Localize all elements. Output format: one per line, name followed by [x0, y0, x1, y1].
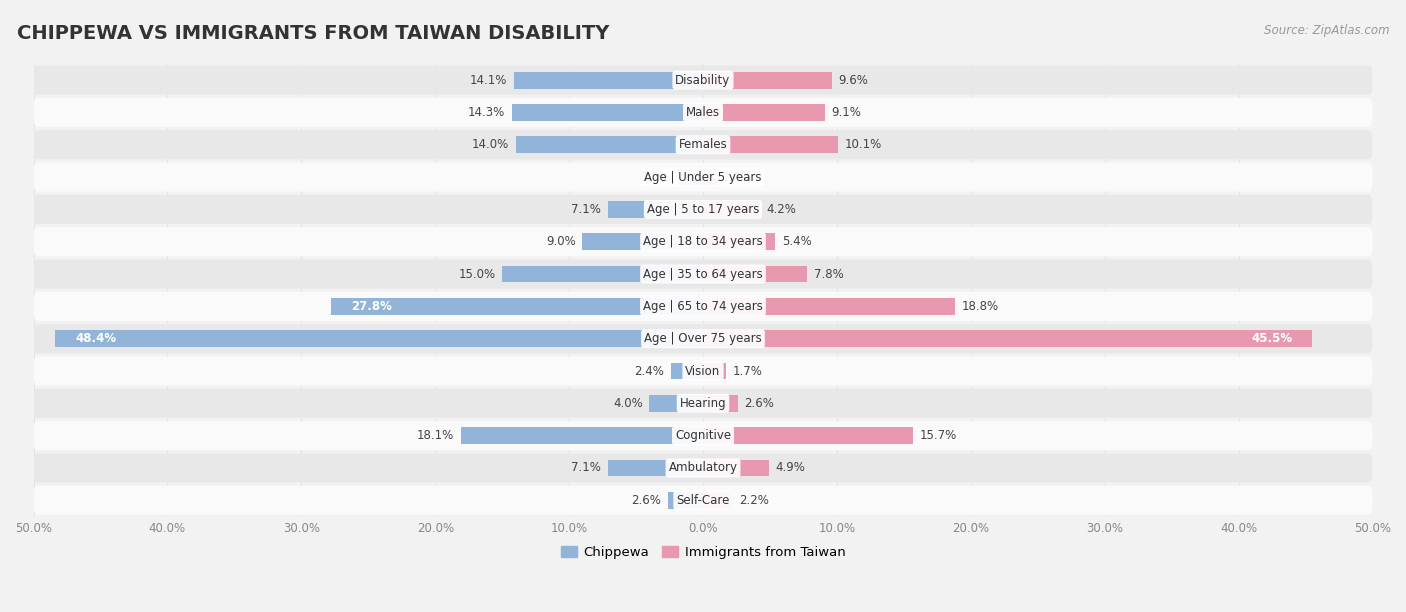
Text: 9.0%: 9.0%: [546, 235, 576, 248]
Text: 15.0%: 15.0%: [458, 267, 495, 280]
FancyBboxPatch shape: [34, 292, 1372, 321]
Bar: [703, 460, 769, 476]
FancyBboxPatch shape: [34, 486, 1372, 515]
FancyBboxPatch shape: [34, 65, 1372, 95]
FancyBboxPatch shape: [34, 163, 1372, 192]
Bar: [582, 233, 703, 250]
FancyBboxPatch shape: [34, 356, 1372, 386]
Legend: Chippewa, Immigrants from Taiwan: Chippewa, Immigrants from Taiwan: [555, 540, 851, 564]
Text: 4.2%: 4.2%: [766, 203, 796, 216]
Text: 9.1%: 9.1%: [831, 106, 862, 119]
FancyBboxPatch shape: [34, 259, 1372, 289]
Text: CHIPPEWA VS IMMIGRANTS FROM TAIWAN DISABILITY: CHIPPEWA VS IMMIGRANTS FROM TAIWAN DISAB…: [17, 24, 609, 43]
Text: Age | Under 5 years: Age | Under 5 years: [644, 171, 762, 184]
Bar: [502, 266, 703, 283]
Text: Males: Males: [686, 106, 720, 119]
Bar: [703, 395, 738, 412]
Bar: [703, 104, 825, 121]
Text: Vision: Vision: [685, 365, 721, 378]
Bar: [703, 266, 807, 283]
Text: Ambulatory: Ambulatory: [668, 461, 738, 474]
Bar: [607, 460, 703, 476]
Text: 15.7%: 15.7%: [920, 429, 957, 442]
FancyBboxPatch shape: [34, 98, 1372, 127]
Text: 2.2%: 2.2%: [740, 494, 769, 507]
Text: Age | 65 to 74 years: Age | 65 to 74 years: [643, 300, 763, 313]
Bar: [703, 72, 831, 89]
Bar: [703, 492, 733, 509]
Text: 2.6%: 2.6%: [631, 494, 661, 507]
Text: 7.8%: 7.8%: [814, 267, 844, 280]
Text: 5.4%: 5.4%: [782, 235, 811, 248]
Bar: [678, 169, 703, 185]
Bar: [703, 136, 838, 153]
Bar: [703, 362, 725, 379]
Bar: [703, 201, 759, 218]
Text: Age | 5 to 17 years: Age | 5 to 17 years: [647, 203, 759, 216]
Text: 45.5%: 45.5%: [1251, 332, 1292, 345]
Bar: [512, 104, 703, 121]
Bar: [55, 330, 703, 347]
Text: 2.4%: 2.4%: [634, 365, 664, 378]
Bar: [516, 136, 703, 153]
Text: 4.0%: 4.0%: [613, 397, 643, 410]
Bar: [703, 427, 914, 444]
Text: Females: Females: [679, 138, 727, 151]
Text: Disability: Disability: [675, 73, 731, 87]
Text: 4.9%: 4.9%: [775, 461, 806, 474]
Text: 14.1%: 14.1%: [470, 73, 508, 87]
Text: 14.0%: 14.0%: [471, 138, 509, 151]
Bar: [650, 395, 703, 412]
Text: 1.7%: 1.7%: [733, 365, 762, 378]
Text: 1.0%: 1.0%: [723, 171, 752, 184]
FancyBboxPatch shape: [34, 324, 1372, 353]
Text: Self-Care: Self-Care: [676, 494, 730, 507]
Bar: [703, 330, 1312, 347]
FancyBboxPatch shape: [34, 453, 1372, 482]
FancyBboxPatch shape: [34, 130, 1372, 159]
Text: Source: ZipAtlas.com: Source: ZipAtlas.com: [1264, 24, 1389, 37]
FancyBboxPatch shape: [34, 195, 1372, 224]
Bar: [330, 298, 703, 315]
Bar: [461, 427, 703, 444]
Bar: [703, 233, 775, 250]
Text: 18.8%: 18.8%: [962, 300, 998, 313]
Text: 27.8%: 27.8%: [352, 300, 392, 313]
Bar: [607, 201, 703, 218]
Text: 7.1%: 7.1%: [571, 461, 602, 474]
Text: 1.9%: 1.9%: [641, 171, 671, 184]
Bar: [671, 362, 703, 379]
Text: 48.4%: 48.4%: [75, 332, 117, 345]
FancyBboxPatch shape: [34, 227, 1372, 256]
Bar: [703, 169, 717, 185]
Text: Hearing: Hearing: [679, 397, 727, 410]
Text: 10.1%: 10.1%: [845, 138, 882, 151]
Bar: [703, 298, 955, 315]
Bar: [515, 72, 703, 89]
Text: 14.3%: 14.3%: [468, 106, 505, 119]
Text: 18.1%: 18.1%: [416, 429, 454, 442]
Text: 2.6%: 2.6%: [745, 397, 775, 410]
Text: Age | 18 to 34 years: Age | 18 to 34 years: [643, 235, 763, 248]
Text: Age | Over 75 years: Age | Over 75 years: [644, 332, 762, 345]
Bar: [668, 492, 703, 509]
Text: Age | 35 to 64 years: Age | 35 to 64 years: [643, 267, 763, 280]
Text: 9.6%: 9.6%: [838, 73, 868, 87]
FancyBboxPatch shape: [34, 421, 1372, 450]
FancyBboxPatch shape: [34, 389, 1372, 418]
Text: Cognitive: Cognitive: [675, 429, 731, 442]
Text: 7.1%: 7.1%: [571, 203, 602, 216]
